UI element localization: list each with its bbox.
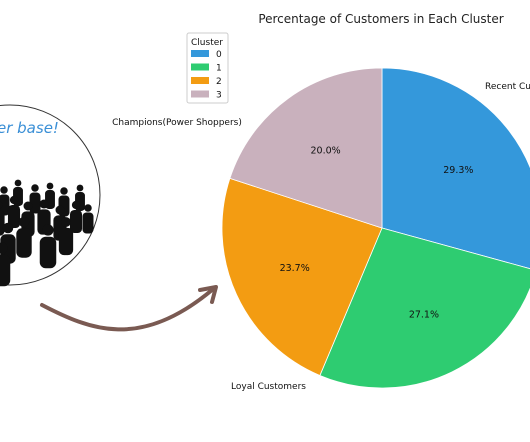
- pie-slice-cluster-3: [229, 67, 383, 229]
- person-head: [18, 216, 30, 228]
- segment-label-champions: Champions(Power Shoppers): [112, 118, 242, 128]
- slice-percent-label-cluster-2: 23.7%: [280, 263, 310, 274]
- person-body: [58, 227, 74, 256]
- person-head: [61, 217, 71, 227]
- person-head: [14, 179, 22, 187]
- legend-swatch-cluster-0: [191, 50, 209, 57]
- person-head: [23, 201, 33, 211]
- person-head: [0, 242, 8, 254]
- legend-swatch-cluster-2: [191, 77, 209, 84]
- legend-label-cluster-1: 1: [216, 64, 222, 74]
- person-head: [60, 187, 68, 195]
- pie-slice-cluster-0: [381, 67, 530, 270]
- person-head: [2, 222, 14, 234]
- person-body: [0, 254, 11, 287]
- customer-base-caption: er base!: [0, 119, 59, 137]
- pie-slice-cluster-1: [319, 227, 530, 389]
- legend-label-cluster-3: 3: [216, 91, 222, 101]
- person-head: [71, 200, 81, 210]
- segment-label-loyal: Loyal Customers: [231, 382, 306, 392]
- crowd-of-people-icon: [0, 179, 94, 287]
- person-head: [55, 205, 65, 215]
- person-head: [46, 182, 54, 190]
- slice-percent-label-cluster-3: 20.0%: [311, 145, 341, 156]
- customer-base-illustration: er base!: [0, 104, 218, 332]
- chart-title: Percentage of Customers in Each Cluster: [258, 12, 503, 26]
- person-head: [0, 200, 3, 210]
- person-head: [39, 199, 49, 209]
- legend-swatch-cluster-3: [191, 90, 209, 98]
- legend-label-cluster-0: 0: [216, 50, 222, 60]
- person-body: [82, 212, 94, 234]
- legend-swatch-cluster-1: [191, 63, 209, 71]
- legend: Cluster 0 1 2 3: [186, 32, 229, 104]
- person-head: [0, 186, 8, 194]
- person-head: [76, 184, 84, 192]
- slice-percent-label-cluster-1: 27.1%: [409, 309, 439, 320]
- arrow-head-icon: [198, 285, 218, 304]
- person-head: [42, 224, 54, 236]
- person-head: [9, 195, 19, 205]
- pie-slice-cluster-2: [221, 177, 383, 376]
- legend-label-cluster-2: 2: [216, 77, 222, 87]
- pie-chart: 29.3% 27.1% 23.7% 20.0%: [221, 67, 530, 389]
- segment-label-recent: Recent Cu: [485, 82, 530, 92]
- person-body: [39, 236, 57, 269]
- person-body: [69, 209, 83, 234]
- person-body: [0, 194, 10, 216]
- curved-arrow-icon: [40, 288, 214, 332]
- slice-percent-label-cluster-0: 29.3%: [443, 165, 473, 176]
- person-head: [84, 204, 92, 212]
- person-body: [16, 228, 32, 258]
- person-head: [31, 184, 39, 192]
- person-body: [29, 192, 41, 214]
- person-body: [0, 210, 5, 236]
- person-body: [7, 204, 21, 229]
- legend-title: Cluster: [191, 38, 223, 48]
